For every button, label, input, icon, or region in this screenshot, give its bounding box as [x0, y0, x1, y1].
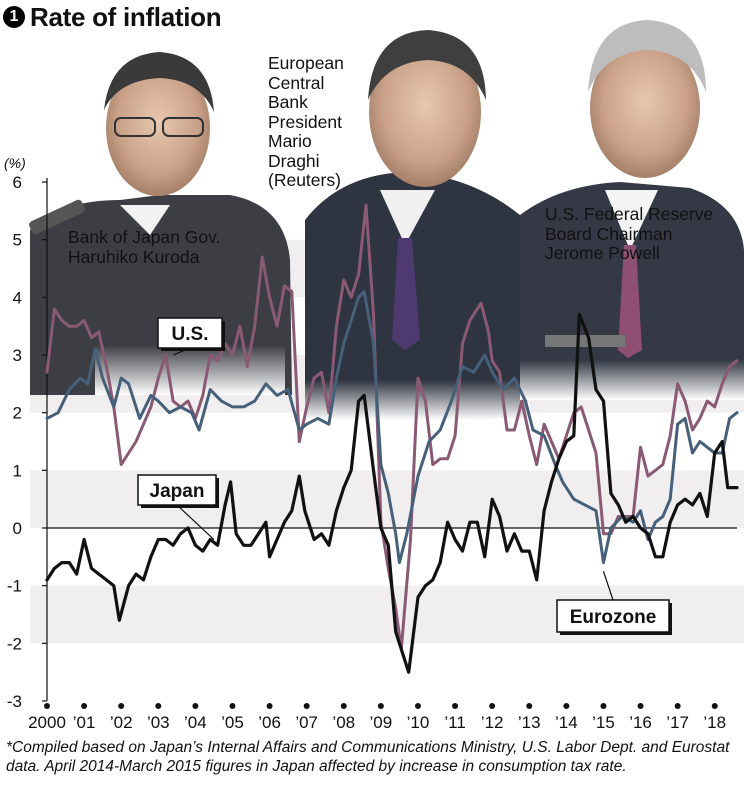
y-axis-unit: (%)	[4, 155, 26, 171]
x-tick-dot	[637, 703, 644, 709]
caption-draghi-line: President	[268, 111, 342, 132]
callout-pointer	[176, 504, 215, 540]
x-tick-label: ’03	[147, 713, 170, 732]
x-tick-label: ’08	[332, 713, 355, 732]
x-tick-label: ’07	[295, 713, 318, 732]
callout-box	[556, 599, 670, 633]
x-tick-dot	[452, 703, 459, 709]
x-tick-label: ’18	[703, 713, 726, 732]
callout-label: Japan	[150, 481, 205, 502]
callout-us: U.S.	[157, 317, 225, 356]
callout-japan: Japan	[137, 474, 219, 540]
caption-draghi-line: European	[268, 53, 344, 73]
x-tick-label: ’10	[407, 713, 430, 732]
source-footnote: *Compiled based on Japan’s Internal Affa…	[6, 739, 730, 775]
x-tick-dot	[377, 703, 384, 709]
series-callouts: U.S. Japan Eurozone	[137, 317, 672, 635]
series-lines	[45, 203, 739, 674]
caption-powell-line: U.S. Federal Reserve	[545, 204, 714, 224]
x-tick-label: ’16	[629, 713, 652, 732]
x-axis: 2000 ’01 ’02 ’03 ’04 ’05 ’06 ’07 ’08 ’09 ’10 ’11 ’12…	[28, 703, 726, 732]
y-axis: -3 -2 -1 0 1 2 3 4 5 6 (%)	[4, 155, 48, 711]
caption-powell-line: Board Chairman	[545, 223, 673, 244]
x-tick-label: 2000	[28, 713, 66, 732]
kuroda-photo	[29, 52, 292, 395]
x-tick-label: ’06	[258, 713, 281, 732]
series-line-eurozone	[45, 290, 739, 565]
caption-draghi-line: Mario	[268, 131, 312, 151]
caption-powell: U.S. Federal Reserve Board Chairman Jero…	[545, 204, 714, 264]
y-tick-label: 0	[13, 519, 22, 538]
x-tick-dot	[118, 703, 125, 709]
powell-photo	[520, 20, 744, 400]
x-tick-dot	[600, 703, 607, 709]
caption-draghi-line: Draghi	[268, 150, 320, 171]
x-tick-label: ’12	[481, 713, 504, 732]
x-tick-dot	[81, 703, 88, 709]
x-tick-label: ’14	[555, 713, 578, 732]
x-tick-label: ’02	[110, 713, 133, 732]
x-tick-label: ’01	[73, 713, 96, 732]
caption-draghi-line: (Reuters)	[268, 170, 341, 190]
x-tick-label: ’11	[444, 713, 465, 732]
number-badge: 1	[3, 6, 25, 28]
x-tick-label: ’09	[370, 713, 393, 732]
chart-title: Rate of inflation	[30, 2, 222, 32]
x-tick-dot	[340, 703, 347, 709]
y-tick-label: 2	[13, 404, 22, 423]
y-tick-label: 1	[13, 461, 22, 480]
y-tick-label: -2	[7, 634, 22, 653]
caption-powell-line: Jerome Powell	[545, 243, 660, 263]
y-tick-label: 5	[13, 231, 22, 250]
x-tick-dot	[192, 703, 199, 709]
caption-draghi-line: Bank	[268, 92, 308, 112]
callout-box	[137, 474, 217, 506]
series-line-japan	[45, 313, 739, 674]
x-tick-dot	[303, 703, 310, 709]
x-tick-label: ’15	[592, 713, 615, 732]
x-tick-dot	[229, 703, 236, 709]
callout-label: U.S.	[172, 324, 209, 345]
y-tick-label: 4	[13, 288, 22, 307]
y-tick-label: 3	[13, 346, 22, 365]
chart-header: 1 Rate of inflation	[0, 0, 744, 36]
caption-kuroda: Bank of Japan Gov. Haruhiko Kuroda	[68, 227, 221, 267]
x-tick-dot	[155, 703, 162, 709]
x-tick-dot	[44, 703, 50, 709]
x-tick-label: ’13	[518, 713, 541, 732]
callout-eurozone: Eurozone	[556, 571, 672, 635]
caption-kuroda-line: Haruhiko Kuroda	[68, 246, 200, 267]
x-tick-dot	[563, 703, 570, 709]
caption-kuroda-line: Bank of Japan Gov.	[68, 227, 221, 247]
y-tick-label: 6	[13, 173, 22, 192]
caption-draghi: European Central Bank President Mario Dr…	[268, 53, 344, 191]
caption-draghi-line: Central	[268, 72, 325, 93]
inflation-chart: -3 -2 -1 0 1 2 3 4 5 6 (%) 2000 ’01 ’02 ’03 ’04 ’05 ’06 ’…	[4, 20, 744, 732]
callout-box	[157, 317, 223, 349]
callout-pointer	[602, 571, 614, 601]
x-tick-dot	[489, 703, 496, 709]
y-tick-label: -3	[7, 692, 22, 711]
x-tick-dot	[674, 703, 681, 709]
x-tick-dot	[526, 703, 533, 709]
y-tick-label: -1	[7, 577, 22, 596]
x-tick-label: ’05	[221, 713, 244, 732]
x-tick-dot	[266, 703, 273, 709]
callout-label: Eurozone	[570, 607, 657, 628]
x-tick-label: ’17	[666, 713, 689, 732]
x-tick-dot	[414, 703, 421, 709]
x-tick-dot	[711, 703, 718, 709]
x-tick-label: ’04	[184, 713, 207, 732]
draghi-photo	[305, 30, 530, 420]
